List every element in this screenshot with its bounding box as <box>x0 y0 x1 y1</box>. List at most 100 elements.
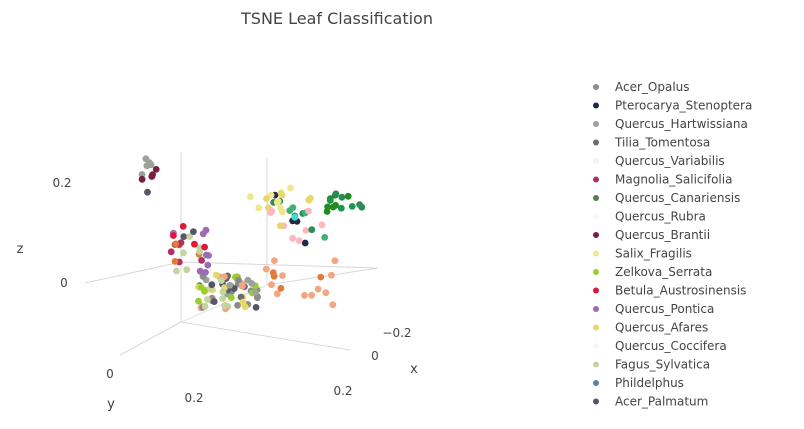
scatter-point <box>317 273 325 281</box>
scatter-point <box>295 237 303 245</box>
grid-line <box>180 321 351 351</box>
legend-item[interactable]: Quercus_Afares <box>593 321 708 335</box>
legend-item[interactable]: Salix_Fragilis <box>593 247 692 261</box>
legend-marker <box>593 287 599 294</box>
legend-item[interactable]: Zelkova_Serrata <box>593 265 712 279</box>
legend-item[interactable]: Magnolia_Salicifolia <box>593 173 732 187</box>
scatter-point <box>219 288 227 296</box>
x-tick-label: 0 <box>371 349 379 363</box>
scatter-point <box>244 276 252 284</box>
scatter-point <box>183 266 191 274</box>
scatter-point <box>226 281 234 289</box>
legend-marker <box>593 250 599 257</box>
legend-item[interactable]: Phildelphus <box>593 376 684 390</box>
scatter-point <box>208 281 216 289</box>
legend-item[interactable]: Quercus_Pontica <box>593 302 714 316</box>
scatter-point <box>271 257 278 264</box>
chart-title: TSNE Leaf Classification <box>240 9 433 28</box>
legend-marker <box>593 84 599 90</box>
scatter-point <box>170 232 177 239</box>
scatter-point <box>252 289 259 296</box>
legend-marker <box>593 195 599 201</box>
legend-marker <box>593 158 599 164</box>
legend-item[interactable]: Fagus_Sylvatica <box>593 358 710 372</box>
scatter-point <box>234 301 242 309</box>
scene-3d[interactable] <box>84 152 379 356</box>
legend-marker <box>593 324 599 331</box>
scatter-point <box>323 208 331 215</box>
scatter-point <box>144 188 151 196</box>
scatter-point <box>235 276 243 284</box>
scatter-point <box>205 252 212 259</box>
scatter-point <box>270 272 278 280</box>
scatter-point <box>301 291 308 299</box>
scatter-point <box>277 189 285 197</box>
scatter-point <box>332 201 339 209</box>
legend-item[interactable]: Betula_Austrosinensis <box>593 284 746 298</box>
legend-label: Betula_Austrosinensis <box>615 284 746 298</box>
legend-item[interactable]: Quercus_Canariensis <box>593 191 740 205</box>
scatter-point <box>149 171 157 179</box>
legend-marker <box>593 139 599 146</box>
legend-item[interactable]: Quercus_Rubra <box>593 210 706 224</box>
grid-line <box>180 261 379 269</box>
legend-label: Quercus_Afares <box>615 321 708 335</box>
scatter-point <box>328 271 335 279</box>
scatter-point <box>273 290 281 298</box>
scatter-point <box>171 258 179 265</box>
legend-label: Magnolia_Salicifolia <box>615 173 732 187</box>
legend-label: Quercus_Canariensis <box>615 191 740 205</box>
scatter-point <box>138 175 146 183</box>
scatter-point <box>180 233 188 241</box>
scatter-point <box>268 208 276 215</box>
scatter-point <box>202 226 210 234</box>
legend-label: Quercus_Hartwissiana <box>615 117 748 131</box>
legend-label: Quercus_Pontica <box>615 302 714 316</box>
legend-item[interactable]: Quercus_Coccifera <box>593 339 727 353</box>
legend-label: Quercus_Coccifera <box>615 339 727 353</box>
legend-item[interactable]: Acer_Opalus <box>593 80 690 94</box>
legend-item[interactable]: Quercus_Variabilis <box>593 154 725 168</box>
scatter-point <box>302 227 310 234</box>
scatter-point <box>147 161 155 169</box>
legend-label: Pterocarya_Stenoptera <box>615 99 752 113</box>
scatter-point <box>321 234 329 241</box>
legend-label: Zelkova_Serrata <box>615 265 712 279</box>
legend-label: Quercus_Rubra <box>615 210 706 224</box>
scatter-point <box>138 171 146 178</box>
scatter-point <box>279 208 286 216</box>
legend-item[interactable]: Tilia_Tomentosa <box>593 136 710 150</box>
scatter-point <box>287 184 294 192</box>
legend-item[interactable]: Acer_Palmatum <box>593 395 708 409</box>
y-tick-label: 0.2 <box>184 391 203 405</box>
legend-marker <box>593 232 599 238</box>
legend-item[interactable]: Pterocarya_Stenoptera <box>593 99 752 113</box>
legend-item[interactable]: Quercus_Brantii <box>593 228 710 242</box>
legend-label: Quercus_Variabilis <box>615 154 725 168</box>
scatter-point <box>308 226 316 234</box>
legend-label: Salix_Fragilis <box>615 247 692 261</box>
scatter-point <box>190 228 197 236</box>
scatter-point <box>276 222 284 230</box>
scatter-point <box>221 302 229 310</box>
scatter-point <box>329 301 337 309</box>
legend-marker <box>593 176 599 183</box>
scatter-point <box>301 239 309 247</box>
point-cloud <box>138 155 366 313</box>
scatter-point <box>268 281 275 289</box>
scatter-point <box>210 298 218 305</box>
legend-item[interactable]: Quercus_Hartwissiana <box>593 117 748 131</box>
scatter-point <box>196 267 204 275</box>
scatter-point <box>331 257 339 265</box>
scatter-point <box>263 195 270 203</box>
scatter-point <box>307 194 314 202</box>
scatter-point <box>238 282 246 290</box>
scatter-point <box>348 203 356 210</box>
legend-marker <box>593 121 599 127</box>
legend-marker <box>593 269 599 275</box>
scatter-point <box>273 198 281 206</box>
scatter-point <box>344 192 352 200</box>
scatter-point <box>167 248 175 256</box>
x-tick-label: 0.2 <box>333 384 352 398</box>
scatter-point <box>180 249 187 257</box>
